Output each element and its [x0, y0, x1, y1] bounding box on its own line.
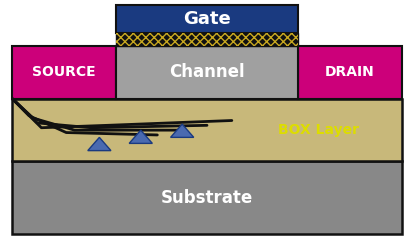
- FancyBboxPatch shape: [116, 5, 297, 33]
- Text: DRAIN: DRAIN: [324, 65, 374, 79]
- FancyBboxPatch shape: [297, 46, 401, 99]
- Text: Substrate: Substrate: [161, 189, 252, 207]
- FancyBboxPatch shape: [12, 46, 116, 99]
- Polygon shape: [88, 137, 111, 151]
- Text: BOX Layer: BOX Layer: [278, 123, 358, 137]
- FancyBboxPatch shape: [12, 161, 401, 234]
- Polygon shape: [129, 130, 152, 143]
- Text: Gate: Gate: [183, 10, 230, 28]
- FancyBboxPatch shape: [116, 46, 297, 99]
- FancyBboxPatch shape: [12, 99, 401, 161]
- FancyBboxPatch shape: [116, 33, 297, 46]
- Text: SOURCE: SOURCE: [32, 65, 96, 79]
- Polygon shape: [170, 124, 193, 137]
- Text: Channel: Channel: [169, 63, 244, 81]
